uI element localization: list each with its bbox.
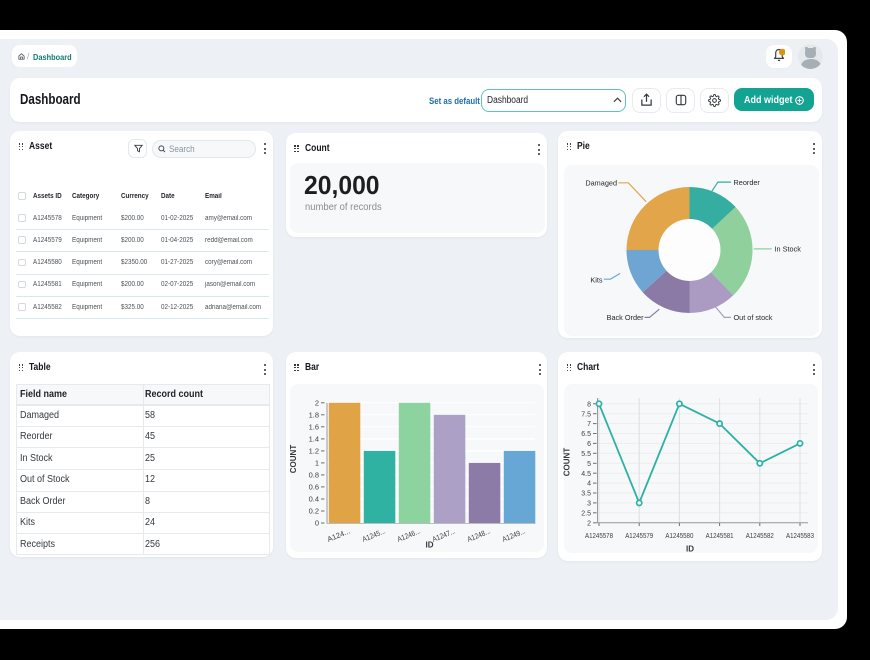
svg-text:ID: ID <box>686 545 694 554</box>
svg-text:In Stock: In Stock <box>775 245 802 254</box>
svg-text:0.6: 0.6 <box>308 483 318 492</box>
svg-text:8: 8 <box>587 401 591 408</box>
svg-text:A124...: A124... <box>325 527 351 544</box>
svg-text:A1246...: A1246... <box>395 527 421 544</box>
svg-text:7.5: 7.5 <box>581 411 591 418</box>
svg-text:1.8: 1.8 <box>308 410 318 419</box>
svg-text:Kits: Kits <box>590 275 603 284</box>
svg-text:A1245581: A1245581 <box>706 531 734 540</box>
svg-text:A1245583: A1245583 <box>786 531 814 540</box>
svg-text:A1245579: A1245579 <box>625 531 653 540</box>
svg-text:A1245...: A1245... <box>360 527 386 544</box>
svg-text:0.4: 0.4 <box>308 495 318 504</box>
svg-text:0: 0 <box>314 519 318 528</box>
svg-text:3.5: 3.5 <box>581 491 591 498</box>
svg-text:ID: ID <box>425 541 433 550</box>
svg-text:Back Order: Back Order <box>607 313 644 322</box>
svg-text:5.5: 5.5 <box>581 451 591 458</box>
svg-text:A1245578: A1245578 <box>585 531 613 540</box>
svg-text:4: 4 <box>587 481 591 488</box>
svg-text:2: 2 <box>587 520 591 527</box>
svg-text:COUNT: COUNT <box>563 448 572 477</box>
svg-text:4.5: 4.5 <box>581 471 591 478</box>
svg-text:COUNT: COUNT <box>289 445 298 474</box>
svg-text:1.2: 1.2 <box>308 447 318 456</box>
svg-text:Reorder: Reorder <box>734 178 761 187</box>
svg-text:0.2: 0.2 <box>308 507 318 516</box>
svg-text:0.8: 0.8 <box>308 471 318 480</box>
svg-text:A1245582: A1245582 <box>746 531 774 540</box>
svg-text:6: 6 <box>587 441 591 448</box>
svg-text:A1249...: A1249... <box>500 527 526 544</box>
svg-text:Damaged: Damaged <box>585 179 617 188</box>
svg-text:A1247...: A1247... <box>430 527 456 544</box>
svg-text:1.4: 1.4 <box>308 435 318 444</box>
svg-text:1: 1 <box>314 459 318 468</box>
svg-text:1.6: 1.6 <box>308 422 318 431</box>
svg-text:3: 3 <box>587 501 591 508</box>
svg-text:A1245580: A1245580 <box>665 531 693 540</box>
svg-text:7: 7 <box>587 421 591 428</box>
svg-text:A1248...: A1248... <box>465 527 491 544</box>
svg-text:2.5: 2.5 <box>581 510 591 517</box>
svg-text:5: 5 <box>587 461 591 468</box>
svg-text:6.5: 6.5 <box>581 431 591 438</box>
svg-text:Out of stock: Out of stock <box>734 313 773 322</box>
svg-text:2: 2 <box>314 398 318 407</box>
